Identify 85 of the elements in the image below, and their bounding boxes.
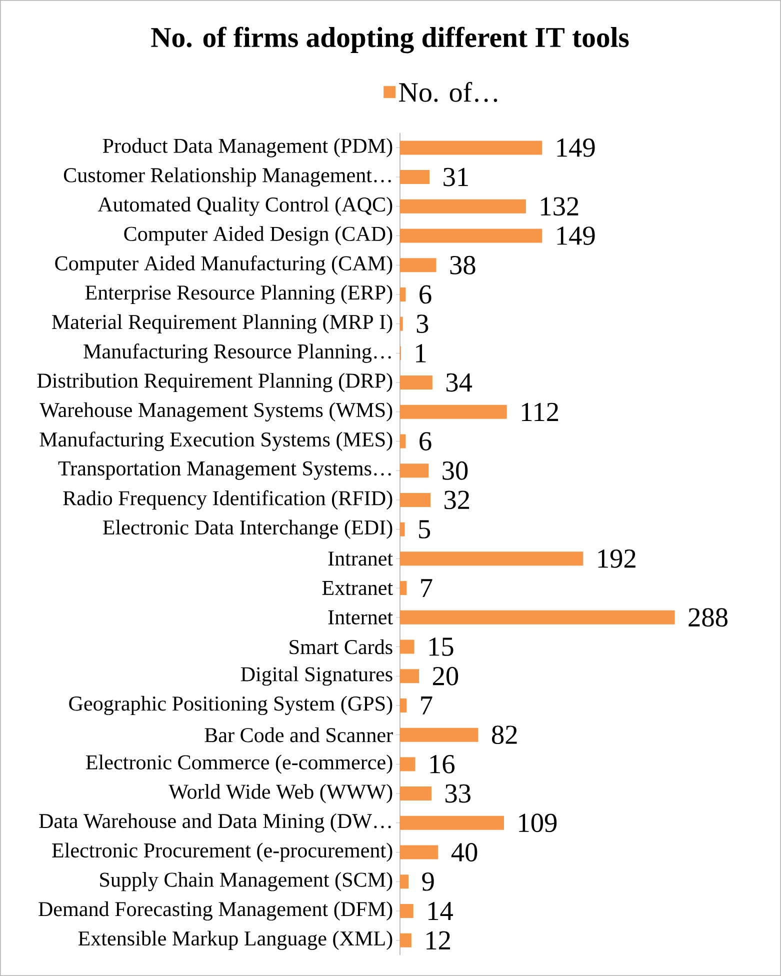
bar	[400, 376, 432, 390]
y-tick-label: Distribution Requirement Planning (DRP)	[37, 372, 392, 392]
data-label: 149	[557, 138, 595, 157]
data-label: 6	[420, 432, 432, 450]
y-tick-label: Supply Chain Management (SCM)	[100, 872, 392, 892]
legend-label: No. of…	[399, 82, 498, 102]
y-tick-label: Material Requirement Planning (MRP I)	[52, 314, 392, 334]
data-label: 15	[429, 638, 454, 656]
y-tick-label: Electronic Procurement (e-procurement)	[52, 842, 392, 862]
data-label: 109	[519, 814, 557, 832]
data-label: 288	[688, 608, 728, 627]
data-label: 7	[421, 579, 432, 597]
y-tick-label: Bar Code and Scanner	[204, 727, 393, 742]
data-label: 132	[541, 197, 578, 216]
bar	[400, 669, 420, 684]
y-tick-label: Electronic Commerce (e-commerce)	[86, 754, 392, 774]
bar	[400, 199, 526, 214]
data-label: 1	[416, 344, 426, 362]
y-tick-label: Manufacturing Resource Planning…	[84, 344, 391, 363]
y-tick-label: Digital Signatures	[240, 666, 392, 686]
y-tick-label: Extranet	[322, 581, 393, 596]
bar	[400, 581, 407, 596]
data-label: 31	[444, 168, 468, 186]
data-label: 40	[451, 843, 478, 862]
y-tick-label: Warehouse Management Systems (WMS)	[40, 402, 392, 422]
data-label: 82	[492, 726, 517, 744]
bar	[400, 434, 406, 448]
data-label: 16	[430, 755, 454, 774]
y-tick-label: Data Warehouse and Data Mining (DW…	[39, 813, 391, 832]
data-label: 20	[432, 666, 458, 686]
bar	[400, 287, 406, 302]
bar	[400, 816, 504, 830]
data-label: 192	[598, 550, 636, 568]
bar	[400, 228, 542, 243]
y-tick-label: Geographic Positioning System (GPS)	[69, 696, 392, 716]
y-tick-label: Transportation Management Systems…	[58, 461, 391, 480]
y-tick-label: Enterprise Resource Planning (ERP)	[85, 284, 392, 304]
bar	[400, 170, 430, 184]
data-label: 6	[420, 285, 432, 304]
data-label: 33	[446, 784, 470, 803]
y-tick-label: Demand Forecasting Management (DFM)	[38, 901, 392, 921]
bar	[400, 464, 429, 478]
bar	[400, 698, 407, 712]
y-tick-label: Product Data Management (PDM)	[102, 138, 392, 158]
bar	[400, 258, 436, 272]
data-label: 32	[444, 490, 470, 510]
bar	[400, 845, 438, 860]
y-tick-label: Customer Relationship Management…	[64, 167, 391, 187]
data-label: 7	[421, 696, 432, 714]
bar	[400, 757, 416, 772]
y-tick-label: Radio Frequency Identification (RFID)	[63, 490, 392, 510]
data-label: 9	[422, 872, 434, 891]
y-tick-label: Automated Quality Control (AQC)	[98, 196, 392, 216]
bar	[400, 316, 403, 331]
bar	[400, 140, 542, 155]
bar	[400, 552, 584, 566]
chart-title: No. of firms adopting different IT tools	[151, 26, 629, 54]
data-label: 3	[416, 314, 428, 334]
bar	[400, 874, 409, 889]
bar	[400, 728, 478, 742]
data-label: 14	[428, 902, 453, 920]
y-tick-label: Intranet	[328, 552, 393, 566]
y-tick-label: Smart Cards	[290, 639, 392, 654]
data-label: 34	[446, 373, 472, 392]
data-label: 112	[522, 402, 558, 421]
y-tick-label: Computer Aided Manufacturing (CAM)	[55, 255, 392, 275]
bar	[400, 492, 431, 507]
bar	[400, 610, 675, 624]
bar	[400, 404, 507, 419]
y-tick-label: Manufacturing Execution Systems (MES)	[40, 432, 392, 451]
bar	[400, 640, 414, 654]
data-label: 38	[450, 256, 476, 274]
bar	[400, 933, 412, 948]
bar	[400, 786, 432, 801]
data-label: 5	[419, 520, 430, 538]
bar	[400, 904, 414, 918]
y-tick-label: Electronic Data Interchange (EDI)	[102, 520, 392, 539]
data-label: 149	[557, 226, 595, 245]
bar	[400, 522, 405, 536]
y-tick-label: Internet	[328, 610, 393, 624]
y-tick-label: Extensible Markup Language (XML)	[78, 930, 392, 950]
y-tick-label: Computer Aided Design (CAD)	[124, 226, 392, 246]
data-label: 12	[426, 931, 450, 950]
data-label: 30	[442, 461, 468, 480]
y-tick-label: World Wide Web (WWW)	[168, 784, 392, 804]
